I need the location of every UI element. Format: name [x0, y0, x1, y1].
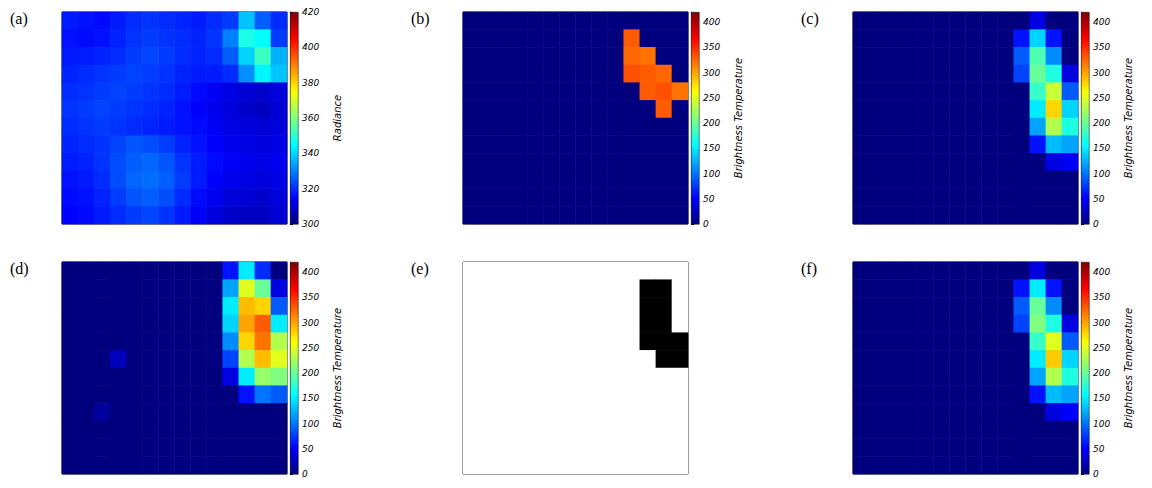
svg-text:50: 50 — [1093, 194, 1105, 204]
svg-text:300: 300 — [302, 219, 319, 229]
svg-text:Brightness Temperature: Brightness Temperature — [1123, 58, 1134, 178]
svg-text:200: 200 — [703, 118, 720, 128]
svg-text:400: 400 — [302, 42, 319, 52]
svg-text:250: 250 — [1093, 343, 1110, 353]
svg-text:320: 320 — [302, 184, 319, 194]
svg-text:(b): (b) — [411, 10, 430, 28]
svg-text:360: 360 — [302, 113, 319, 123]
svg-text:0: 0 — [1093, 219, 1099, 229]
svg-text:50: 50 — [1093, 444, 1105, 454]
svg-text:400: 400 — [1093, 17, 1110, 27]
svg-text:100: 100 — [1093, 419, 1110, 429]
svg-text:0: 0 — [1093, 469, 1099, 479]
svg-text:250: 250 — [1093, 93, 1110, 103]
svg-text:300: 300 — [703, 68, 720, 78]
svg-text:300: 300 — [1093, 68, 1110, 78]
svg-text:350: 350 — [1093, 292, 1110, 302]
svg-text:150: 150 — [703, 143, 720, 153]
svg-text:200: 200 — [1093, 118, 1110, 128]
svg-text:350: 350 — [703, 42, 720, 52]
svg-text:350: 350 — [302, 292, 319, 302]
svg-text:400: 400 — [703, 17, 720, 27]
svg-text:250: 250 — [302, 343, 319, 353]
svg-text:340: 340 — [302, 148, 319, 158]
svg-text:Brightness Temperature: Brightness Temperature — [1123, 308, 1134, 428]
svg-text:Radiance: Radiance — [332, 95, 343, 141]
svg-text:50: 50 — [703, 194, 715, 204]
svg-text:Brightness Temperature: Brightness Temperature — [733, 58, 744, 178]
svg-text:400: 400 — [302, 267, 319, 277]
svg-text:0: 0 — [302, 469, 308, 479]
svg-text:150: 150 — [1093, 143, 1110, 153]
svg-text:380: 380 — [302, 78, 319, 88]
svg-text:400: 400 — [1093, 267, 1110, 277]
svg-text:150: 150 — [1093, 393, 1110, 403]
svg-text:200: 200 — [302, 368, 319, 378]
svg-text:50: 50 — [302, 444, 314, 454]
svg-text:300: 300 — [1093, 318, 1110, 328]
svg-text:Brightness Temperature: Brightness Temperature — [332, 308, 343, 428]
svg-text:(e): (e) — [411, 260, 429, 278]
svg-text:100: 100 — [703, 169, 720, 179]
svg-text:350: 350 — [1093, 42, 1110, 52]
svg-text:420: 420 — [302, 7, 319, 17]
svg-text:100: 100 — [302, 419, 319, 429]
svg-text:0: 0 — [703, 219, 709, 229]
svg-text:(c): (c) — [801, 10, 819, 28]
svg-text:(f): (f) — [801, 260, 817, 278]
svg-text:(d): (d) — [10, 260, 29, 278]
svg-text:300: 300 — [302, 318, 319, 328]
svg-text:100: 100 — [1093, 169, 1110, 179]
svg-text:250: 250 — [703, 93, 720, 103]
svg-text:(a): (a) — [10, 10, 28, 28]
svg-text:200: 200 — [1093, 368, 1110, 378]
svg-text:150: 150 — [302, 393, 319, 403]
